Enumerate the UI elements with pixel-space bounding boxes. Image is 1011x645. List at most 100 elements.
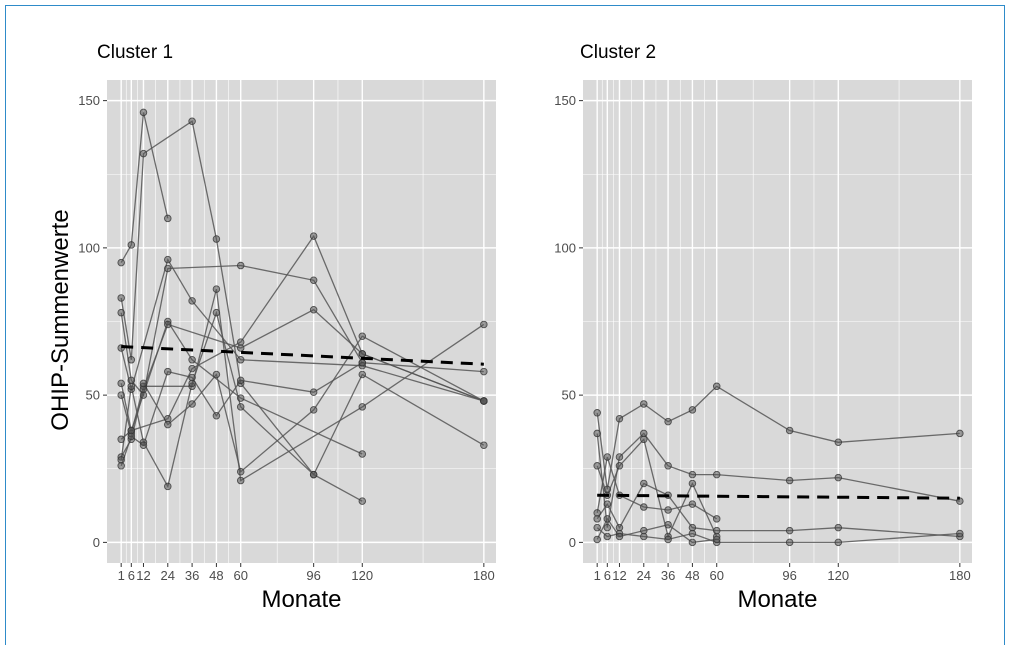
chart-panel-2: 0 50 100 150 1 6 12 24 36 48 60 96 120 180 Cluster 2 Mo…: [554, 42, 972, 613]
y-tick-label: 150: [554, 93, 576, 108]
data-point: [164, 482, 172, 491]
panel-title: Cluster 1: [97, 42, 173, 63]
series-line-1: [596, 385, 960, 490]
mean-trend-line: [121, 345, 484, 366]
x-tick-label: 96: [782, 568, 796, 583]
series-line-5: [120, 319, 363, 455]
data-point: [188, 373, 196, 382]
data-point: [164, 264, 172, 273]
data-point: [236, 344, 245, 352]
data-point: [309, 232, 318, 240]
data-point: [688, 470, 697, 479]
x-axis-title: Monate: [261, 586, 341, 613]
data-point: [117, 391, 125, 399]
data-point: [593, 429, 601, 438]
data-point: [785, 426, 794, 435]
data-point: [664, 520, 672, 529]
data-point: [615, 414, 624, 423]
x-tick-label: 60: [233, 568, 247, 583]
data-point: [603, 523, 612, 532]
data-point: [188, 117, 196, 125]
data-point: [712, 535, 721, 544]
data-point: [603, 532, 612, 541]
data-point: [712, 470, 721, 479]
data-point: [688, 500, 697, 508]
panel-title: Cluster 2: [580, 42, 656, 63]
data-point: [117, 462, 125, 470]
data-point: [785, 526, 794, 535]
data-point: [593, 515, 601, 523]
data-point: [212, 370, 221, 379]
data-point: [712, 515, 721, 523]
data-point: [139, 441, 148, 449]
data-point: [212, 235, 221, 243]
data-point: [117, 379, 125, 388]
data-point: [139, 379, 148, 388]
x-axis-title: Monate: [737, 586, 817, 613]
y-axis: 0 50 100 150: [554, 93, 583, 550]
x-tick-label: 12: [136, 568, 150, 583]
data-point: [834, 473, 843, 482]
data-point: [480, 320, 488, 329]
data-point: [785, 476, 794, 485]
data-series: [593, 382, 964, 547]
x-axis: 1 6 12 24 36 48 60 96 120 180: [118, 563, 495, 583]
data-point: [664, 462, 672, 470]
x-tick-label: 6: [604, 568, 611, 583]
data-point: [236, 467, 245, 476]
data-point: [188, 297, 196, 305]
y-tick-label: 150: [78, 93, 100, 108]
x-tick-label: 24: [161, 568, 175, 583]
x-tick-label: 36: [185, 568, 199, 583]
data-point: [640, 400, 648, 408]
data-point: [480, 397, 488, 405]
data-point: [188, 400, 196, 408]
data-point: [615, 462, 624, 470]
data-point: [188, 364, 196, 373]
y-tick-label: 0: [93, 535, 100, 550]
data-point: [236, 376, 245, 385]
data-point: [603, 500, 612, 508]
x-tick-label: 60: [709, 568, 723, 583]
data-point: [212, 285, 221, 293]
series-line-2: [596, 432, 960, 528]
data-point: [358, 370, 367, 379]
gridlines: [107, 80, 496, 563]
data-point: [236, 403, 245, 411]
series-line-2: [120, 120, 363, 502]
data-point: [117, 308, 125, 317]
data-point: [164, 214, 172, 223]
data-point: [688, 529, 697, 538]
data-point: [593, 523, 601, 532]
data-point: [117, 258, 125, 267]
y-tick-label: 50: [86, 388, 100, 403]
data-point: [664, 506, 672, 514]
data-point: [593, 535, 601, 544]
y-tick-label: 100: [78, 240, 100, 255]
data-point: [309, 470, 318, 479]
x-tick-label: 12: [612, 568, 626, 583]
data-point: [188, 356, 196, 364]
data-point: [834, 438, 843, 447]
data-point: [358, 450, 367, 458]
x-tick-label: 24: [637, 568, 651, 583]
data-point: [164, 320, 172, 329]
data-point: [309, 276, 318, 285]
data-point: [309, 305, 318, 314]
data-point: [603, 453, 612, 461]
data-point: [309, 388, 318, 396]
series-line-9: [120, 310, 485, 489]
data-point: [236, 476, 245, 485]
data-series: [117, 108, 488, 505]
data-point: [236, 261, 245, 270]
data-point: [834, 538, 843, 547]
x-tick-label: 36: [661, 568, 675, 583]
data-point: [785, 538, 794, 547]
data-point: [139, 149, 148, 158]
data-point: [127, 241, 136, 249]
y-axis-title: OHIP-Summenwerte: [47, 209, 74, 430]
data-point: [603, 515, 612, 523]
x-axis: 1 6 12 24 36 48 60 96 120 180: [594, 563, 971, 583]
x-tick-label: 120: [351, 568, 373, 583]
